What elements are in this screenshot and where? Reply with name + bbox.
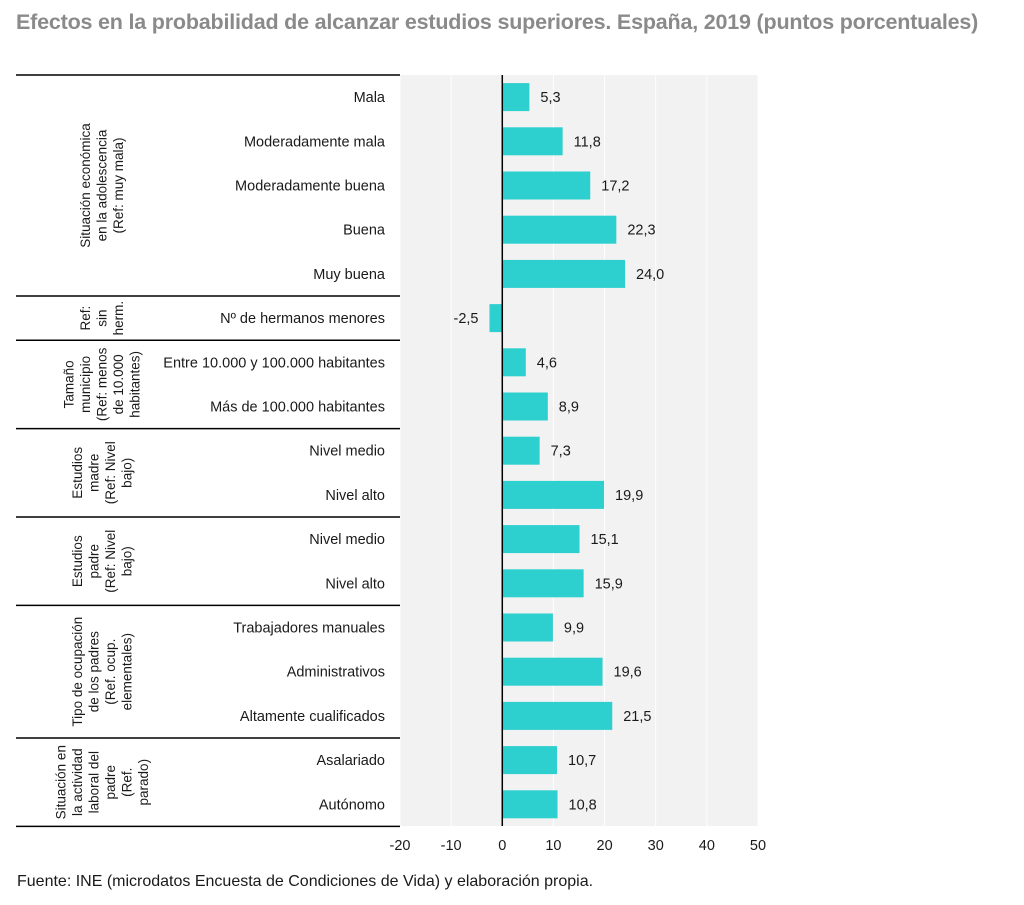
category-label: Mala [354, 90, 386, 106]
category-label: Nº de hermanos menores [220, 311, 385, 327]
category-label: Nivel medio [309, 532, 385, 548]
value-label: 19,9 [615, 488, 643, 504]
value-label: 19,6 [614, 665, 642, 681]
group-label-line: en la adolescencia [95, 129, 110, 241]
value-label: -2,5 [454, 311, 479, 327]
x-tick-label: 50 [750, 838, 766, 854]
group-label: Ref: sin herm. [78, 301, 126, 336]
group-label-line: Estudios [70, 535, 85, 587]
value-label: 8,9 [559, 400, 579, 416]
value-label: 10,8 [569, 797, 597, 813]
value-label: 4,6 [537, 355, 557, 371]
category-label: Altamente cualificados [240, 709, 385, 725]
value-label: 5,3 [540, 90, 560, 106]
bar [502, 525, 580, 554]
group-label-line: de los padres [86, 631, 101, 712]
category-label: Moderadamente mala [244, 134, 386, 150]
value-label: 15,9 [595, 576, 623, 592]
value-label: 11,8 [574, 134, 601, 150]
group-label-line: sin [95, 309, 110, 326]
group-label-line: (Ref: muy mala) [111, 137, 126, 233]
group-label: Estudios madre (Ref: Nivel bajo) [70, 441, 135, 504]
group-label-line: (Ref. ocup. [103, 639, 118, 705]
group-label-line: Tamaño [62, 360, 77, 408]
group-label-line: Ref: [78, 306, 93, 331]
category-label: Trabajadores manuales [233, 621, 385, 637]
category-label: Nivel medio [309, 444, 385, 460]
group-label-line: (Ref: menos [95, 347, 110, 421]
category-label: Asalariado [316, 753, 385, 769]
group-label-line: padre [103, 765, 118, 800]
x-tick-label: 0 [498, 838, 506, 854]
chart-title: Efectos en la probabilidad de alcanzar e… [16, 10, 979, 34]
x-tick-label: -10 [441, 838, 462, 854]
group-label-line: parado) [136, 759, 151, 806]
category-label: Moderadamente buena [235, 179, 386, 195]
value-label: 10,7 [568, 753, 596, 769]
bar [502, 436, 540, 465]
bar [502, 392, 548, 421]
value-label: 24,0 [636, 267, 664, 283]
group-label-line: la actividad [70, 748, 85, 816]
bar [502, 83, 530, 112]
group-label-line: bajo) [119, 546, 134, 576]
group-label-line: Situación económica [78, 123, 93, 248]
bar [502, 171, 591, 200]
group-label: Tamaño municipio (Ref: menos de 10.000 habit… [62, 347, 143, 421]
bar [502, 569, 584, 598]
bar [502, 746, 558, 775]
bar [502, 215, 617, 244]
value-label: 17,2 [601, 179, 629, 195]
group-label-line: habitantes) [128, 351, 143, 418]
category-label: Muy buena [313, 267, 386, 283]
x-tick-label: 30 [648, 838, 664, 854]
value-label: 21,5 [623, 709, 651, 725]
category-label: Nivel alto [325, 576, 385, 592]
group-label-line: laboral del [86, 751, 101, 813]
value-label: 9,9 [564, 621, 584, 637]
bar [502, 480, 605, 509]
bar [502, 259, 626, 288]
bar [489, 304, 503, 333]
group-label-line: de 10.000 [111, 354, 126, 414]
group-label: Tipo de ocupación de los padres (Ref. ocup… [70, 617, 135, 727]
group-label-line: herm. [111, 301, 126, 336]
category-label: Nivel alto [325, 488, 385, 504]
group-label-line: Tipo de ocupación [70, 617, 85, 727]
group-label-line: bajo) [119, 458, 134, 488]
bar [502, 127, 563, 156]
group-label-line: Estudios [70, 447, 85, 499]
x-tick-label: 20 [597, 838, 613, 854]
category-label: Más de 100.000 habitantes [210, 400, 385, 416]
category-label: Buena [343, 223, 386, 239]
bar [502, 613, 553, 642]
category-label: Entre 10.000 y 100.000 habitantes [163, 355, 385, 371]
group-label: Situación económica en la adolescencia (Re… [78, 123, 126, 248]
plot-background [400, 75, 758, 826]
group-label-line: elementales) [119, 633, 134, 710]
group-label-line: padre [86, 544, 101, 579]
group-label-line: municipio [78, 356, 93, 413]
group-label-line: (Ref. [119, 768, 134, 797]
group-label-line: (Ref: Nivel [103, 530, 118, 593]
category-label: Autónomo [319, 797, 385, 813]
value-label: 7,3 [551, 444, 571, 460]
group-label: Estudios padre (Ref: Nivel bajo) [70, 530, 135, 593]
group-label-line: madre [86, 454, 101, 492]
bar [502, 701, 613, 730]
bar [502, 790, 558, 819]
x-tick-label: 40 [699, 838, 715, 854]
value-label: 22,3 [627, 223, 655, 239]
group-label-line: Situación en [53, 745, 68, 819]
group-label: Situación en la actividad laboral del padre… [53, 745, 151, 819]
bar [502, 348, 526, 377]
x-tick-label: -20 [390, 838, 411, 854]
group-label-line: (Ref: Nivel [103, 441, 118, 504]
category-label: Administrativos [287, 665, 385, 681]
value-label: 15,1 [591, 532, 619, 548]
bar [502, 657, 603, 686]
x-tick-label: 10 [545, 838, 561, 854]
source-note: Fuente: INE (microdatos Encuesta de Cond… [17, 873, 594, 890]
